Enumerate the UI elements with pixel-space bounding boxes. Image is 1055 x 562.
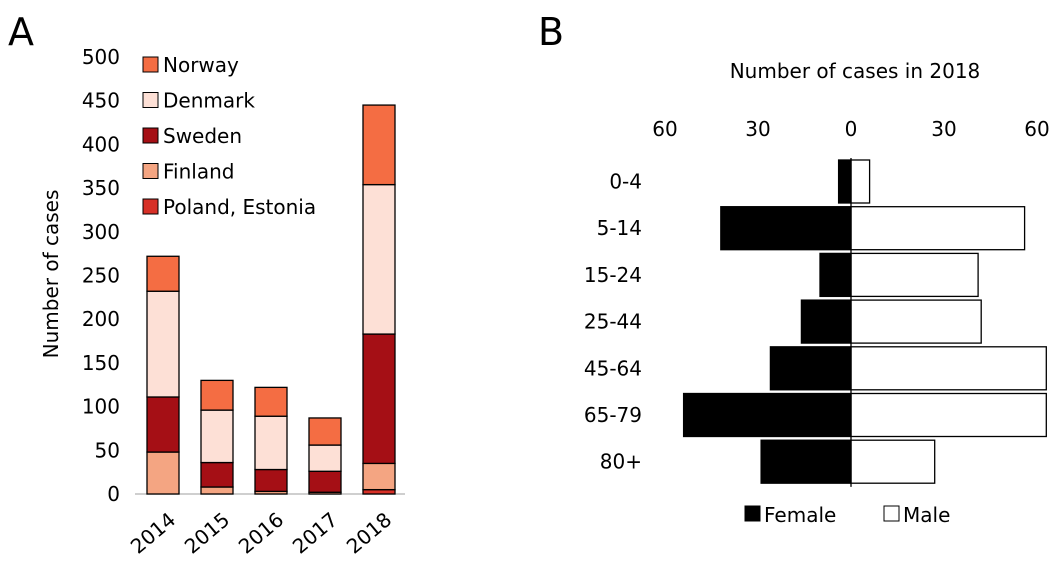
panel-b-category-label: 25-44 [584,310,642,334]
panel-a-bars [146,104,396,495]
bar-segment-finland-2018 [362,462,396,491]
panel-b-title: Number of cases in 2018 [730,59,981,83]
bar-female-80+ [760,439,852,484]
panel-b-x-ticks: 60 30 0 30 60 [652,117,1049,141]
bar-segment-sweden-2018 [362,333,396,465]
panel-a-x-tick-label: 2017 [288,507,342,558]
panel-a-y-ticks: 0 50 100 150 200 250 300 350 400 450 500 [82,45,120,506]
legend-label: Finland [163,160,234,184]
bar-segment-denmark-2016 [254,415,288,471]
panel-a-y-tick-label: 100 [82,395,120,419]
panel-a-x-tick-label: 2014 [126,507,180,558]
bar-segment-norway-2018 [362,104,396,186]
panel-a-y-tick-label: 150 [82,351,120,375]
bar-segment-sweden-2014 [146,396,180,453]
bar-male-25-44 [850,299,982,344]
bar-male-45-64 [850,346,1047,391]
bar-segment-sweden-2015 [200,461,234,488]
bar-segment-norway-2017 [308,417,342,446]
panel-b-x-tick-label: 60 [652,117,677,141]
bar-segment-finland-2015 [200,486,234,495]
panel-a-y-tick-label: 50 [95,438,120,462]
panel-b-category-labels: 0-4 5-14 15-24 25-44 45-64 65-79 80+ [584,170,642,474]
panel-b-letter: B [538,10,564,54]
panel-b-category-label: 65-79 [584,403,642,427]
legend-swatch-sweden [142,127,159,144]
bar-female-5-14 [720,206,852,251]
bar-male-15-24 [850,252,979,298]
bar-segment-denmark-2015 [200,409,234,464]
legend-label: Male [903,503,950,527]
panel-a-y-tick-label: 300 [82,220,120,244]
legend-label: Female [764,503,836,527]
panel-b-x-tick-label: 30 [931,117,956,141]
panel-a-chart: A Number of cases 0 50 100 150 200 250 300 350 4… [8,10,405,559]
legend-label: Poland, Estonia [163,195,316,219]
legend-swatch-finland [142,163,159,179]
panel-b-x-tick-label: 0 [845,117,858,141]
bar-male-65-79 [850,392,1047,438]
panel-b-bars [682,158,1047,487]
bar-male-80+ [850,439,936,484]
legend-swatch-male [883,505,900,522]
bar-segment-denmark-2018 [362,183,396,335]
panel-b-category-label: 5-14 [597,216,642,240]
bar-female-65-79 [682,392,852,438]
bar-male-0-4 [850,159,871,204]
bar-segment-denmark-2017 [308,444,342,472]
bar-female-0-4 [837,159,852,204]
legend-swatch-female [744,505,761,522]
panel-a-y-axis-title: Number of cases [39,190,63,359]
panel-b-legend: Female Male [744,503,950,527]
panel-a-x-ticks: 2014 2015 2016 2017 2018 [126,507,396,558]
bar-segment-norway-2014 [146,255,180,292]
bar-segment-norway-2016 [254,386,288,417]
panel-a-y-tick-label: 250 [82,264,120,288]
panel-b-chart: B Number of cases in 2018 60 30 0 30 60 0-4 5… [538,10,1050,527]
bar-female-25-44 [800,299,852,344]
panel-a-y-tick-label: 200 [82,307,120,331]
panel-a-y-tick-label: 0 [107,482,120,506]
bar-segment-sweden-2017 [308,470,342,493]
panel-a-y-tick-label: 500 [82,45,120,69]
panel-b-category-label: 45-64 [584,356,642,380]
bar-male-5-14 [850,206,1026,251]
panel-a-x-tick-label: 2016 [234,507,288,558]
panel-b-x-tick-label: 30 [745,117,770,141]
bar-segment-denmark-2014 [146,290,180,398]
legend-swatch-denmark [142,92,159,108]
panel-b-x-tick-label: 60 [1024,117,1049,141]
bar-female-15-24 [819,252,852,298]
bar-segment-sweden-2016 [254,468,288,493]
panel-a-y-tick-label: 450 [82,89,120,113]
panel-a-y-tick-label: 350 [82,176,120,200]
bar-segment-finland-2014 [146,451,180,495]
panel-a-y-tick-label: 400 [82,132,120,156]
panel-a-x-tick-label: 2018 [342,507,396,558]
bar-female-45-64 [769,346,852,391]
panel-a-letter: A [8,10,34,54]
legend-swatch-poland-estonia [142,198,159,215]
legend-label: Norway [163,53,239,77]
panel-b-category-label: 0-4 [609,170,642,194]
legend-label: Sweden [163,124,242,148]
panel-a-x-tick-label: 2015 [180,507,234,558]
panel-a-legend: Norway Denmark Sweden Finland Poland, Estoni… [142,53,316,219]
legend-label: Denmark [163,89,255,113]
bar-segment-poland-estonia-2018 [362,488,396,495]
panel-b-category-label: 15-24 [584,263,642,287]
panel-b-category-label: 80+ [600,450,642,474]
legend-swatch-norway [142,56,159,73]
bar-segment-norway-2015 [200,379,234,411]
